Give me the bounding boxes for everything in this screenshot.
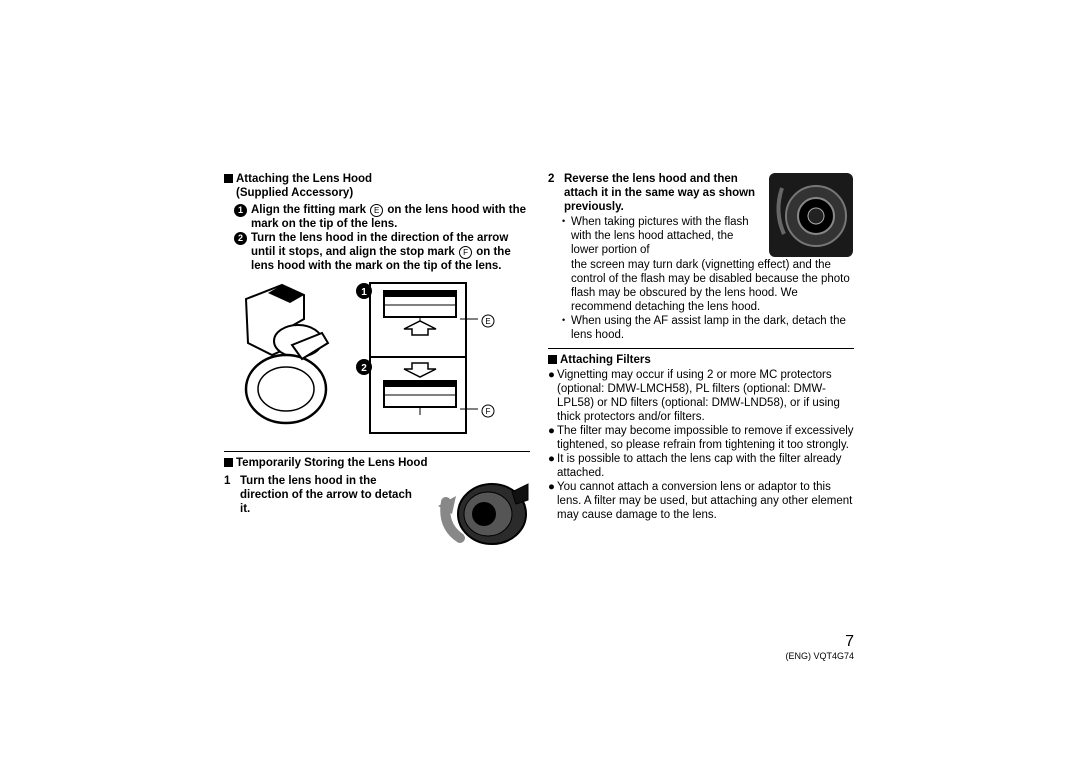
filter-note-1: ●Vignetting may occur if using 2 or more… [548, 368, 854, 424]
attach-hood-figure: 1 2 E F [242, 281, 530, 445]
step-badge-2: 2 [234, 232, 247, 245]
filter-note-2: ●The filter may become impossible to rem… [548, 424, 854, 452]
temp-step-text: Turn the lens hood in the direction of t… [240, 474, 424, 552]
left-column: Attaching the Lens Hood (Supplied Access… [224, 172, 530, 662]
manual-page: Attaching the Lens Hood (Supplied Access… [224, 172, 860, 662]
section-title-line1: Attaching the Lens Hood [236, 173, 372, 185]
right-column: 2 Reverse the lens hood and then attach … [548, 172, 854, 662]
attach-step-1: 1 Align the fitting mark E on the lens h… [234, 203, 530, 231]
reverse-note-1-cont: the screen may turn dark (vignetting eff… [571, 258, 854, 314]
section-temp-store-heading: Temporarily Storing the Lens Hood [224, 456, 530, 470]
temp-step-num: 1 [224, 474, 234, 552]
page-number: 7 [785, 632, 854, 652]
filter-notes: ●Vignetting may occur if using 2 or more… [548, 368, 854, 522]
filters-title: Attaching Filters [560, 353, 651, 367]
divider [224, 451, 530, 452]
filter-note-3: ●It is possible to attach the lens cap w… [548, 452, 854, 480]
svg-text:F: F [486, 407, 491, 416]
page-footer: 7 (ENG) VQT4G74 [785, 632, 854, 662]
reverse-step-text: Reverse the lens hood and then attach it… [564, 172, 762, 214]
lens-hood-camera-icon [246, 285, 328, 423]
svg-text:2: 2 [361, 363, 367, 374]
reverse-step-block: 2 Reverse the lens hood and then attach … [548, 172, 854, 258]
mark-e-icon: E [370, 204, 383, 217]
section-filters-heading: Attaching Filters [548, 353, 854, 367]
attach-steps: 1 Align the fitting mark E on the lens h… [234, 203, 530, 273]
reverse-hood-figure [768, 172, 854, 258]
temp-store-step: 1 Turn the lens hood in the direction of… [224, 474, 530, 552]
divider-right [548, 348, 854, 349]
filter-note-4: ●You cannot attach a conversion lens or … [548, 480, 854, 522]
section2-title: Temporarily Storing the Lens Hood [236, 456, 427, 470]
svg-text:1: 1 [361, 287, 367, 298]
reverse-note-1-start: • When taking pictures with the flash wi… [562, 215, 762, 257]
section-attach-hood-heading: Attaching the Lens Hood (Supplied Access… [224, 172, 530, 200]
mark-f-icon: F [459, 246, 472, 259]
attach-step-2: 2 Turn the lens hood in the direction of… [234, 231, 530, 273]
section-title-line2: (Supplied Accessory) [236, 187, 353, 199]
detach-hood-figure [430, 474, 530, 552]
step-badge-1: 1 [234, 204, 247, 217]
doc-id: (ENG) VQT4G74 [785, 651, 854, 662]
reverse-step-num: 2 [548, 172, 558, 214]
svg-text:E: E [485, 317, 490, 326]
reverse-note-2: • When using the AF assist lamp in the d… [562, 314, 854, 342]
